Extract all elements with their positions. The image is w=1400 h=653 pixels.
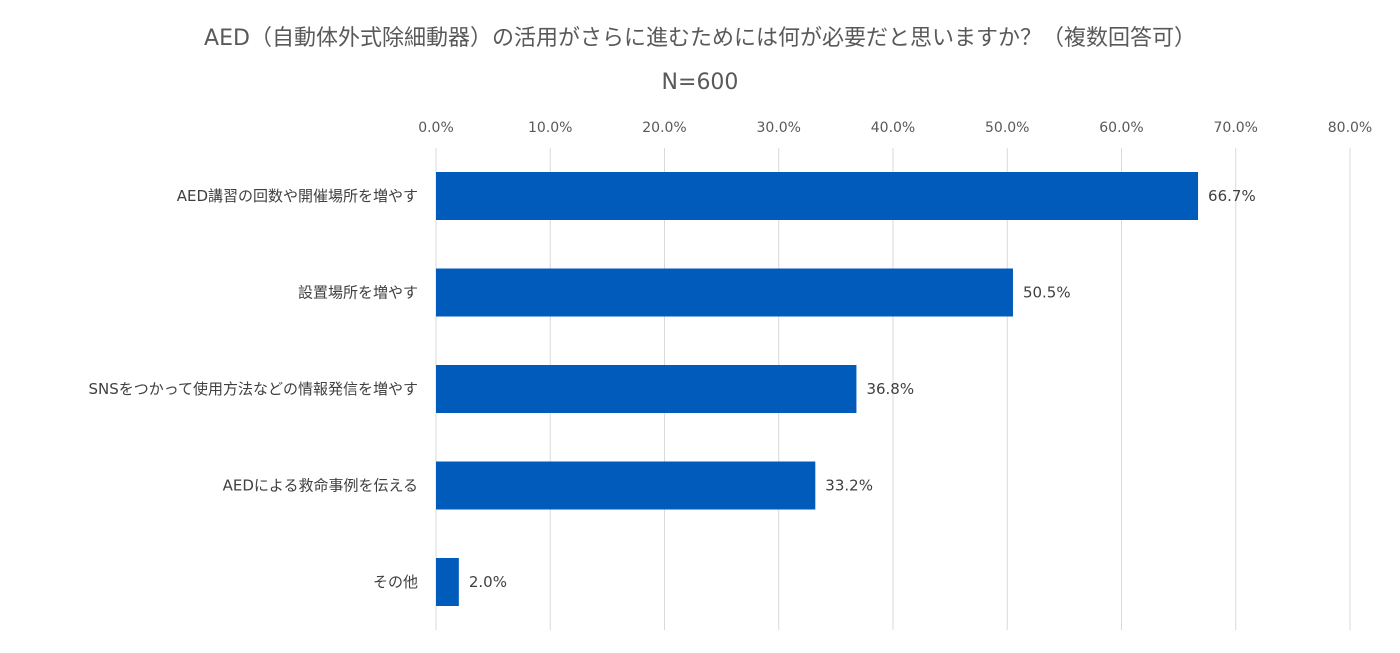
x-tick-label: 20.0% — [642, 120, 686, 136]
x-tick-label: 0.0% — [418, 120, 454, 136]
x-tick-label: 10.0% — [528, 120, 572, 136]
bar — [436, 172, 1199, 220]
x-axis-ticks: 0.0% 10.0% 20.0% 30.0% 40.0% 50.0% 60.0% 70.0% 8… — [418, 120, 1372, 136]
category-label: SNSをつかって使用方法などの情報発信を増やす — [88, 380, 418, 398]
data-label: 36.8% — [866, 380, 914, 398]
chart-subtitle: N=600 — [662, 70, 739, 95]
bar — [436, 461, 816, 510]
x-tick-label: 30.0% — [757, 120, 801, 136]
x-tick-label: 80.0% — [1328, 120, 1372, 136]
x-tick-label: 60.0% — [1099, 120, 1143, 136]
x-tick-label: 70.0% — [1214, 120, 1258, 136]
data-label: 33.2% — [825, 477, 873, 495]
category-label: その他 — [373, 573, 418, 591]
x-tick-label: 50.0% — [985, 120, 1029, 136]
category-label: AED講習の回数や開催場所を増やす — [177, 187, 418, 205]
x-tick-label: 40.0% — [871, 120, 915, 136]
bar — [436, 558, 459, 606]
data-label: 66.7% — [1208, 187, 1256, 205]
category-label: 設置場所を増やす — [298, 284, 418, 302]
data-label: 2.0% — [469, 573, 507, 591]
category-label: AEDによる救命事例を伝える — [223, 477, 418, 495]
data-label: 50.5% — [1023, 284, 1071, 302]
bars — [436, 172, 1199, 606]
bar — [436, 365, 857, 413]
data-labels: 66.7% 50.5% 36.8% 33.2% 2.0% — [469, 187, 1256, 591]
gridlines — [435, 148, 1351, 630]
bar — [436, 268, 1013, 317]
chart-title: AED（自動体外式除細動器）の活用がさらに進むためには何が必要だと思いますか？（… — [204, 26, 1196, 51]
